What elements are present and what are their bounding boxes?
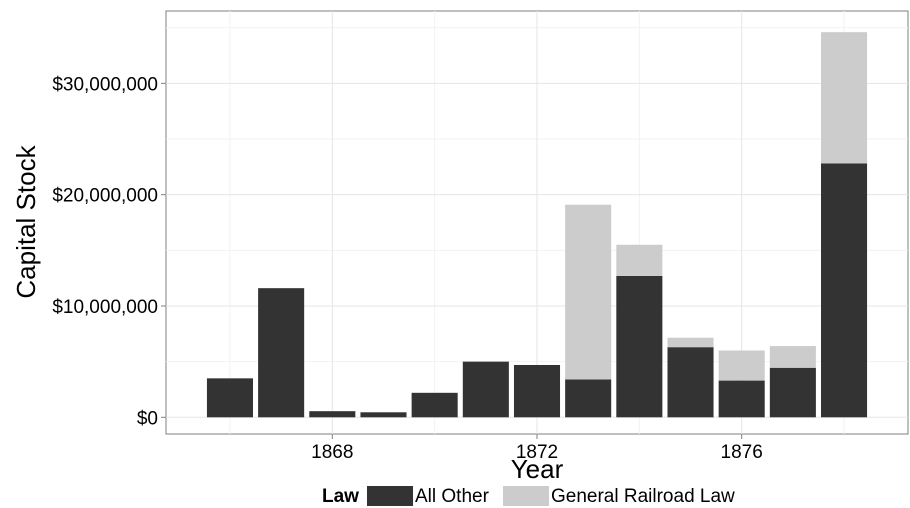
bar-all-other-1876 bbox=[718, 380, 765, 418]
bar-all-other-1869 bbox=[360, 412, 407, 418]
x-tick-label: 1872 bbox=[516, 442, 558, 463]
bar-all-other-1868 bbox=[309, 411, 356, 418]
bar-all-other-1878 bbox=[821, 163, 868, 418]
bar-general-railroad-law-1876 bbox=[718, 350, 765, 381]
x-axis-title: Year bbox=[511, 454, 564, 484]
legend-key-general-railroad-law bbox=[503, 486, 549, 506]
bar-all-other-1871 bbox=[462, 361, 509, 418]
bar-all-other-1875 bbox=[667, 347, 714, 418]
y-tick-label: $20,000,000 bbox=[52, 186, 158, 207]
bar-all-other-1870 bbox=[411, 392, 458, 418]
legend-label-general-railroad-law: General Railroad Law bbox=[551, 486, 735, 507]
y-tick-label: $10,000,000 bbox=[52, 297, 158, 318]
bars bbox=[206, 32, 868, 418]
bar-general-railroad-law-1875 bbox=[667, 337, 714, 348]
bar-general-railroad-law-1877 bbox=[769, 346, 816, 368]
x-axis: 1868 1872 1876 bbox=[311, 434, 763, 463]
bar-all-other-1873 bbox=[565, 379, 612, 418]
bar-all-other-1872 bbox=[513, 364, 561, 418]
legend-label-all-other: All Other bbox=[415, 486, 490, 507]
legend: Law All Other General Railroad Law bbox=[322, 486, 735, 507]
bar-all-other-1874 bbox=[616, 275, 663, 418]
y-axis-title: Capital Stock bbox=[11, 144, 41, 298]
bar-general-railroad-law-1873 bbox=[565, 204, 612, 380]
x-tick-label: 1868 bbox=[311, 442, 353, 463]
bar-all-other-1877 bbox=[769, 367, 816, 418]
bar-all-other-1866 bbox=[206, 378, 253, 418]
legend-key-all-other bbox=[367, 486, 413, 506]
x-tick-label: 1876 bbox=[721, 442, 763, 463]
bar-all-other-1867 bbox=[258, 288, 305, 418]
y-tick-label: $0 bbox=[137, 408, 158, 429]
y-axis: $0 $10,000,000 $20,000,000 $30,000,000 bbox=[52, 74, 166, 429]
y-tick-label: $30,000,000 bbox=[52, 74, 158, 95]
legend-title: Law bbox=[322, 486, 359, 507]
bar-general-railroad-law-1878 bbox=[821, 32, 868, 164]
bar-general-railroad-law-1874 bbox=[616, 244, 663, 276]
